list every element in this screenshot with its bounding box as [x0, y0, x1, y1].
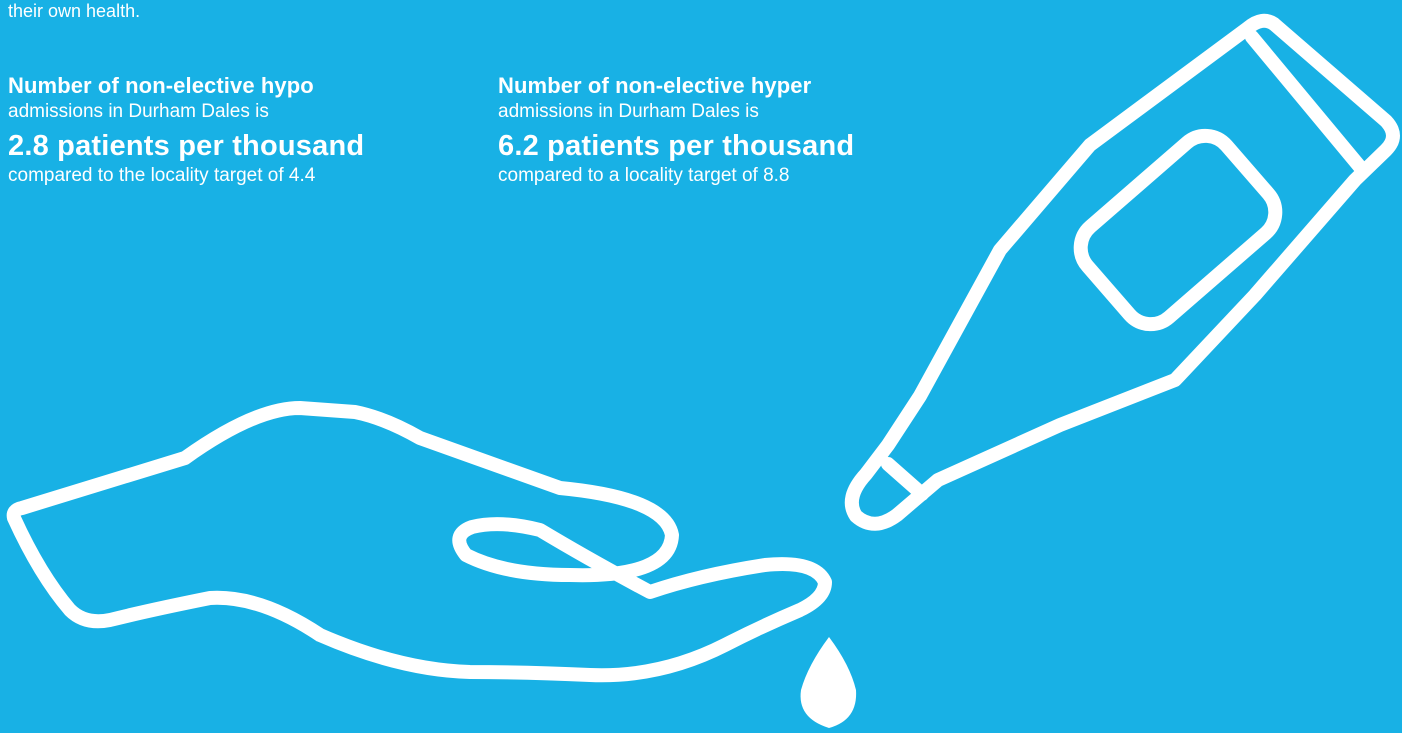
thermometer-icon [852, 21, 1393, 524]
hand-icon [14, 408, 825, 675]
thermometer-body [852, 21, 1393, 524]
hand-outline [14, 408, 825, 675]
thermometer-tip-band [888, 464, 922, 494]
droplet-icon [801, 637, 857, 728]
